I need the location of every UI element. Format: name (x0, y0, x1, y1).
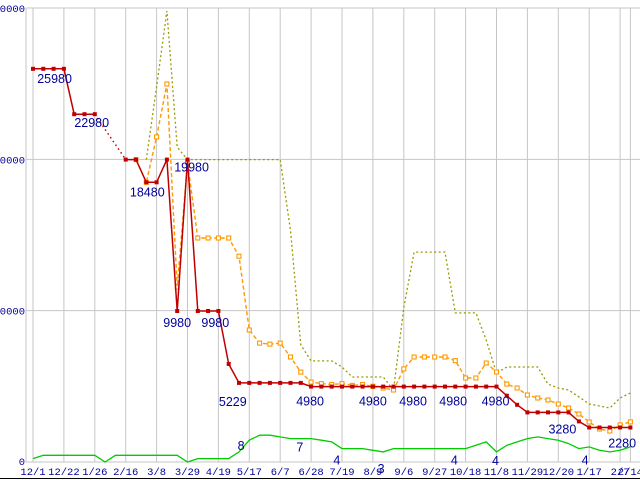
svg-text:4980: 4980 (296, 395, 324, 409)
series-item-count (32, 434, 631, 463)
svg-text:4980: 4980 (359, 395, 387, 409)
svg-text:2280: 2280 (608, 437, 636, 451)
svg-text:4: 4 (582, 454, 589, 468)
x-axis-labels: 12/1 12/22 1/26 2/16 3/8 3/29 4/19 5/17 6/7 6/28 7… (20, 467, 640, 479)
svg-text:22980: 22980 (74, 116, 109, 130)
svg-text:4: 4 (333, 454, 340, 468)
gridlines (25, 7, 640, 463)
svg-text:12/22: 12/22 (48, 467, 80, 479)
svg-text:6/7: 6/7 (271, 467, 290, 479)
svg-text:3/29: 3/29 (175, 467, 200, 479)
svg-text:10000: 10000 (0, 307, 25, 319)
svg-text:7: 7 (296, 441, 303, 455)
svg-text:4/19: 4/19 (206, 467, 231, 479)
svg-text:19980: 19980 (174, 161, 209, 175)
svg-text:4: 4 (451, 454, 458, 468)
svg-text:30000: 30000 (0, 4, 25, 16)
svg-text:12/1: 12/1 (20, 467, 45, 479)
svg-text:1/17: 1/17 (577, 467, 602, 479)
svg-text:8/9: 8/9 (363, 467, 382, 479)
count-point-labels: 8 7 4 3 4 4 4 (238, 439, 589, 476)
svg-text:12/20: 12/20 (543, 467, 575, 479)
svg-text:25980: 25980 (37, 72, 72, 86)
svg-text:3/8: 3/8 (147, 467, 166, 479)
svg-text:9980: 9980 (163, 316, 191, 330)
svg-text:18480: 18480 (130, 185, 165, 199)
svg-text:9/27: 9/27 (422, 467, 447, 479)
svg-text:6/28: 6/28 (298, 467, 323, 479)
svg-text:2/16: 2/16 (113, 467, 138, 479)
series-highest-price (145, 10, 631, 409)
svg-text:20000: 20000 (0, 155, 25, 167)
svg-text:2/7: 2/7 (611, 467, 630, 479)
svg-text:5229: 5229 (219, 395, 247, 409)
svg-text:9/6: 9/6 (394, 467, 413, 479)
svg-text:10/18: 10/18 (450, 467, 482, 479)
svg-text:7/19: 7/19 (329, 467, 354, 479)
svg-text:9980: 9980 (201, 316, 229, 330)
svg-text:11/8: 11/8 (484, 467, 509, 479)
svg-text:4: 4 (492, 454, 499, 468)
svg-text:4980: 4980 (482, 395, 510, 409)
svg-text:2/14: 2/14 (618, 467, 640, 479)
y-axis-labels: 30000 20000 10000 0 (0, 4, 25, 469)
svg-text:3: 3 (378, 462, 385, 476)
series-lowest-price (31, 66, 633, 430)
svg-text:8: 8 (238, 439, 245, 453)
svg-text:4980: 4980 (399, 395, 427, 409)
series-average-price (133, 81, 633, 434)
price-point-labels: 25980 22980 18480 19980 9980 9980 5229 4980 4980… (37, 72, 636, 451)
svg-text:11/29: 11/29 (512, 467, 544, 479)
svg-text:5/17: 5/17 (237, 467, 262, 479)
svg-text:4980: 4980 (439, 395, 467, 409)
svg-text:0: 0 (19, 457, 25, 469)
svg-text:1/26: 1/26 (82, 467, 107, 479)
svg-text:3280: 3280 (548, 422, 576, 436)
